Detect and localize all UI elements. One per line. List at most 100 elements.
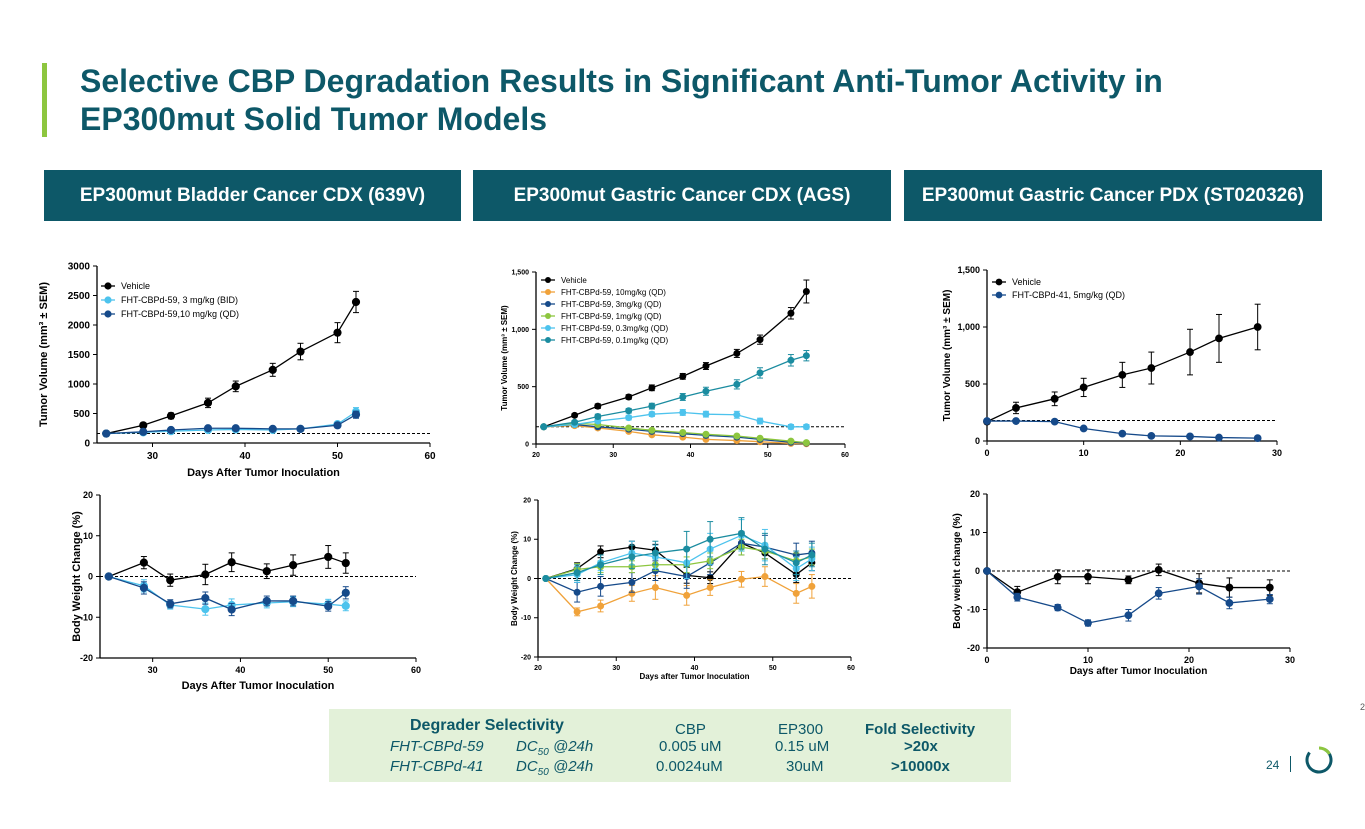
data-point xyxy=(594,412,602,420)
y-tick-label: 10 xyxy=(970,528,980,538)
chart-bladder-tumor-volume: 0 500 1000 1500 2000 2500 3000 30 40 50 60 Days Aft… xyxy=(38,262,436,480)
y-tick-label: 1,500 xyxy=(957,265,980,275)
data-point xyxy=(679,393,687,401)
data-point xyxy=(104,572,113,581)
data-point xyxy=(625,407,633,415)
data-point xyxy=(625,393,633,401)
data-point xyxy=(983,417,991,425)
data-point xyxy=(166,599,175,608)
x-tick-label: 20 xyxy=(1175,448,1185,458)
data-point xyxy=(1265,595,1274,604)
data-point xyxy=(628,553,636,561)
selectivity-header-cbp: CBP xyxy=(675,721,706,738)
x-tick-label: 20 xyxy=(1184,655,1194,665)
data-point xyxy=(203,424,213,433)
data-point xyxy=(683,545,691,553)
data-point xyxy=(1186,348,1194,356)
data-point xyxy=(594,402,602,410)
selectivity-row1-cbp: 0.005 uM xyxy=(659,738,722,755)
corner-number: 2 xyxy=(1360,702,1365,712)
data-point xyxy=(1118,370,1127,379)
data-point xyxy=(231,382,240,391)
chart-gastric-cdx-tumor-volume: 0 500 1,000 1,500 20 30 40 50 60 Tumor Volume (mm… xyxy=(500,269,849,459)
selectivity-row2-dc: DC50 @24h xyxy=(516,758,594,778)
y-tick-label: 20 xyxy=(83,490,93,500)
series-line xyxy=(545,575,813,613)
data-point xyxy=(625,424,633,432)
x-tick-label: 0 xyxy=(984,655,989,665)
x-tick-label: 20 xyxy=(534,665,542,672)
y-tick-label: 0 xyxy=(88,572,93,582)
y-tick-label: 500 xyxy=(517,384,529,391)
data-point xyxy=(737,575,745,583)
x-axis-label: Days after Tumor Inoculation xyxy=(1070,666,1208,677)
data-point xyxy=(733,349,741,357)
data-point xyxy=(1050,394,1059,403)
legend-label: Vehicle xyxy=(1012,277,1041,287)
data-point xyxy=(139,583,148,593)
data-point xyxy=(1147,431,1156,440)
y-tick-label: 1000 xyxy=(68,380,91,391)
selectivity-header-degrader: Degrader Selectivity xyxy=(410,717,564,734)
legend-label: Vehicle xyxy=(121,281,150,291)
data-point xyxy=(737,529,745,537)
data-point xyxy=(296,347,305,356)
y-tick-label: 0 xyxy=(975,566,980,576)
data-point xyxy=(787,423,795,431)
data-point xyxy=(683,591,691,599)
data-point xyxy=(139,427,148,436)
data-point xyxy=(1012,404,1020,412)
y-tick-label: 1500 xyxy=(68,350,91,361)
data-point xyxy=(1154,589,1163,598)
data-point xyxy=(1225,583,1234,592)
selectivity-row1-name: FHT-CBPd-59 xyxy=(390,738,484,755)
data-point xyxy=(573,588,581,596)
y-tick-label: 10 xyxy=(83,531,93,541)
data-point xyxy=(1154,565,1163,574)
selectivity-row2-ep300: 30uM xyxy=(786,758,824,775)
data-point xyxy=(792,589,800,597)
y-axis-label: Tumor Volume (mm³ ± SEM) xyxy=(942,290,953,422)
panel-header-gastric-cdx: EP300mut Gastric Cancer CDX (AGS) xyxy=(473,170,891,221)
data-point xyxy=(102,429,111,438)
y-tick-label: 1,000 xyxy=(957,322,980,332)
legend-label: Vehicle xyxy=(561,276,587,285)
x-tick-label: 60 xyxy=(847,665,855,672)
data-point xyxy=(542,575,550,582)
data-point xyxy=(651,584,659,592)
data-point xyxy=(262,596,271,606)
chart-gastric-pdx-tumor-volume: 0 500 1,000 1,500 0 10 20 30 Tumor Volume (mm³ ±… xyxy=(942,265,1282,458)
y-tick-label: -20 xyxy=(80,653,93,663)
data-point xyxy=(597,561,605,569)
x-tick-label: 50 xyxy=(764,452,772,459)
data-point xyxy=(1084,572,1092,581)
data-point xyxy=(1124,575,1133,584)
y-tick-label: -20 xyxy=(967,643,980,653)
data-point xyxy=(571,418,579,426)
y-tick-label: 20 xyxy=(970,489,980,499)
data-point xyxy=(166,576,175,585)
data-point xyxy=(540,423,548,431)
legend-label: FHT-CBPd-59, 3 mg/kg (BID) xyxy=(121,295,238,305)
data-point xyxy=(573,608,581,616)
legend-marker xyxy=(545,313,551,319)
legend-label: FHT-CBPd-59,10 mg/kg (QD) xyxy=(121,309,239,319)
data-point xyxy=(333,328,342,337)
data-point xyxy=(289,560,298,570)
data-point xyxy=(733,380,741,388)
series-line xyxy=(106,301,357,435)
y-tick-label: 0 xyxy=(525,441,529,448)
data-point xyxy=(756,434,764,442)
y-axis-label: Body Weight Change (%) xyxy=(71,511,83,642)
legend-marker xyxy=(995,291,1003,299)
legend-marker xyxy=(545,277,551,283)
y-tick-label: 0 xyxy=(527,576,531,583)
legend-marker xyxy=(104,310,112,318)
chart-gastric-pdx-body-weight: -20 -10 0 10 20 0 10 20 30 Days after Tumor Inocu… xyxy=(952,489,1295,677)
data-point xyxy=(679,408,687,416)
chart-bladder-body-weight: -20 -10 0 10 20 30 40 50 60 Days After Tumor Inoc… xyxy=(71,490,421,692)
legend-marker xyxy=(104,296,112,304)
x-tick-label: 30 xyxy=(1285,655,1295,665)
x-tick-label: 30 xyxy=(1272,448,1282,458)
data-point xyxy=(802,423,810,431)
